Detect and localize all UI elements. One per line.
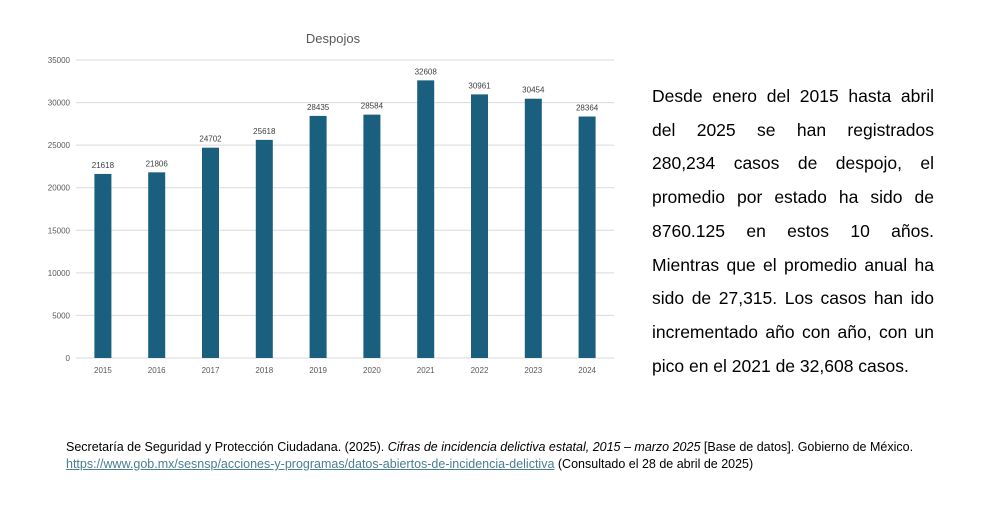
- y-tick-label: 30000: [48, 99, 71, 108]
- citation: Secretaría de Seguridad y Protección Ciu…: [66, 439, 926, 473]
- bar-2020: [363, 114, 381, 358]
- bar-2019: [309, 115, 327, 358]
- bar-2018: [255, 139, 273, 358]
- x-tick-label-2017: 2017: [202, 366, 220, 375]
- x-tick-label-2022: 2022: [471, 366, 489, 375]
- y-axis-ticks: 0 5000 10000 15000 20000 25000 30000 35000: [48, 56, 71, 363]
- y-tick-label: 0: [66, 354, 71, 363]
- x-tick-label-2019: 2019: [309, 366, 327, 375]
- bar-2021: [417, 80, 435, 358]
- data-label-2024: 28364: [576, 104, 599, 113]
- y-tick-label: 25000: [48, 141, 71, 150]
- citation-source: [Base de datos]. Gobierno de México.: [700, 440, 914, 454]
- bar-2016: [148, 172, 166, 358]
- bar-2022: [471, 94, 488, 359]
- gridlines: [76, 59, 614, 359]
- data-label-2018: 25618: [253, 127, 276, 136]
- bar-2017: [202, 147, 219, 358]
- x-tick-label-2021: 2021: [417, 366, 435, 375]
- bar-2024: [578, 116, 596, 359]
- citation-accessed: (Consultado el 28 de abril de 2025): [554, 457, 754, 471]
- data-label-2017: 24702: [199, 135, 222, 144]
- data-label-2016: 21806: [146, 159, 169, 168]
- summary-paragraph: Desde enero del 2015 hasta abril del 202…: [652, 86, 934, 376]
- data-label-2021: 32608: [415, 67, 438, 76]
- chart-svg: Despojos 0 5000 10000 15000 20000 25000 30000 3…: [48, 31, 614, 375]
- x-tick-label-2015: 2015: [94, 366, 112, 375]
- y-tick-label: 5000: [52, 311, 70, 320]
- data-label-2015: 21618: [92, 161, 115, 170]
- bar-2023: [524, 98, 542, 359]
- data-label-2023: 30454: [522, 86, 545, 95]
- x-axis-ticks: 2015 2016 2017 2018 2019 2020 2021 2022 2023 2024: [94, 366, 597, 375]
- bars: [94, 80, 596, 359]
- y-tick-label: 35000: [48, 56, 71, 65]
- y-tick-label: 10000: [48, 269, 71, 278]
- data-label-2020: 28584: [361, 102, 384, 111]
- x-tick-label-2018: 2018: [255, 366, 273, 375]
- x-tick-label-2024: 2024: [578, 366, 596, 375]
- x-tick-label-2016: 2016: [148, 366, 166, 375]
- x-tick-label-2023: 2023: [524, 366, 542, 375]
- x-tick-label-2020: 2020: [363, 366, 381, 375]
- y-tick-label: 20000: [48, 184, 71, 193]
- citation-link[interactable]: https://www.gob.mx/sesnsp/acciones-y-pro…: [66, 457, 555, 471]
- bar-2015: [94, 173, 112, 358]
- citation-authors: Secretaría de Seguridad y Protección Ciu…: [66, 440, 388, 454]
- data-labels: 21618 21806 24702 25618 28435 28584 32608 30961…: [92, 67, 599, 170]
- chart-title: Despojos: [306, 31, 361, 46]
- y-tick-label: 15000: [48, 226, 71, 235]
- data-label-2022: 30961: [468, 81, 491, 90]
- data-label-2019: 28435: [307, 103, 330, 112]
- bar-chart: Despojos 0 5000 10000 15000 20000 25000 30000 3…: [30, 28, 620, 383]
- citation-title: Cifras de incidencia delictiva estatal, …: [387, 440, 701, 454]
